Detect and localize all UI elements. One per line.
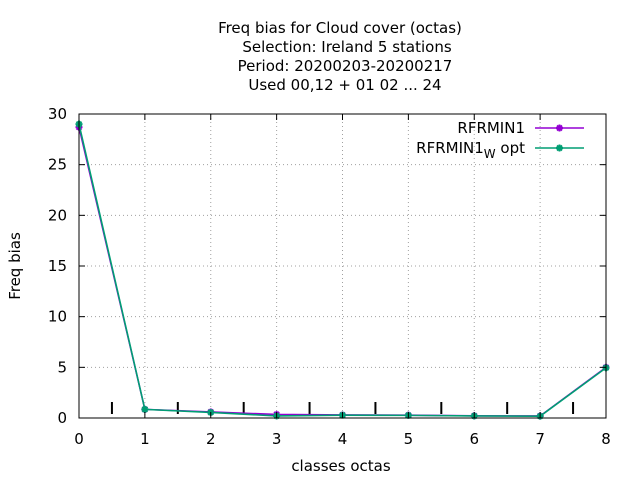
x-tick-label: 3 <box>272 430 282 448</box>
legend-marker-2 <box>556 144 563 152</box>
y-tick-label: 5 <box>57 358 67 376</box>
y-tick-label: 0 <box>57 409 67 427</box>
title-line-4: Used 00,12 + 01 02 ... 24 <box>248 76 441 94</box>
bottom-markers <box>110 402 575 414</box>
y-tick-label: 25 <box>48 156 67 174</box>
axes: 0 1 2 3 4 5 6 7 8 0 5 10 15 20 25 30 <box>48 105 611 448</box>
legend-label-main: RFRMIN1 <box>416 139 484 157</box>
x-axis-label: classes octas <box>291 457 391 475</box>
legend-label-1: RFRMIN1 <box>457 119 525 137</box>
y-axis-label: Freq bias <box>6 232 24 300</box>
y-tick-label: 30 <box>48 105 67 123</box>
chart-title: Freq bias for Cloud cover (octas) Select… <box>218 19 462 94</box>
x-tick-label: 8 <box>601 430 611 448</box>
grid <box>79 114 606 418</box>
x-tick-label: 7 <box>535 430 545 448</box>
x-tick-label: 2 <box>206 430 216 448</box>
title-line-3: Period: 20200203-20200217 <box>238 57 453 75</box>
x-tick-label: 1 <box>140 430 150 448</box>
legend-label-2: RFRMIN1W opt <box>416 139 525 161</box>
x-tick-label: 0 <box>74 430 84 448</box>
x-tick-label: 4 <box>338 430 348 448</box>
legend-marker-1 <box>556 124 563 132</box>
title-line-1: Freq bias for Cloud cover (octas) <box>218 19 462 37</box>
data-point-series-2 <box>141 405 149 413</box>
legend-label-main: RFRMIN1 <box>457 119 525 137</box>
x-tick-label: 5 <box>404 430 414 448</box>
y-tick-label: 20 <box>48 206 67 224</box>
legend-label-subscript: W <box>484 147 496 161</box>
x-tick-label: 6 <box>469 430 479 448</box>
y-tick-label: 15 <box>48 257 67 275</box>
y-tick-label: 10 <box>48 308 67 326</box>
legend-label-tail: opt <box>496 139 525 157</box>
title-line-2: Selection: Ireland 5 stations <box>242 38 452 56</box>
